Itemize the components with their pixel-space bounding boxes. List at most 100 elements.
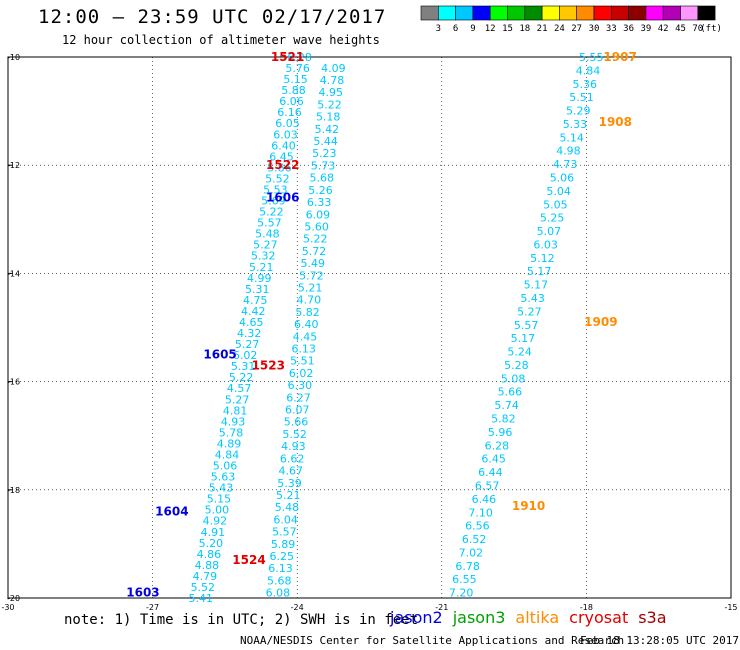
swh-value: 5.22 <box>317 98 342 111</box>
swh-value: 5.57 <box>514 319 539 332</box>
swh-value: 5.23 <box>312 147 337 160</box>
swh-value: 5.43 <box>209 482 234 495</box>
swh-value: 5.48 <box>255 228 280 241</box>
swh-value: 5.22 <box>303 233 328 246</box>
swh-value: 6.44 <box>478 466 503 479</box>
pass-label: 1524 <box>232 553 265 567</box>
swh-value: 5.63 <box>211 471 236 484</box>
swh-value: 5.66 <box>284 416 309 429</box>
swh-value: 4.73 <box>553 158 578 171</box>
swh-value: 6.55 <box>452 573 477 586</box>
swh-value: 5.29 <box>566 105 591 118</box>
swh-value: 5.51 <box>290 355 315 368</box>
swh-value: 6.57 <box>475 479 500 492</box>
swh-value: 4.84 <box>215 448 240 461</box>
chart-subtitle: 12 hour collection of altimeter wave hei… <box>62 33 380 47</box>
track-a: 6.285.765.155.886.066.166.056.036.406.45… <box>189 51 312 605</box>
pass-label: 1521 <box>271 50 304 64</box>
pass-label: 1909 <box>584 315 617 329</box>
swh-value: 7.20 <box>449 587 474 600</box>
swh-value: 5.04 <box>546 185 571 198</box>
swh-value: 6.13 <box>268 562 293 575</box>
swh-value: 4.70 <box>297 294 322 307</box>
swh-value: 5.06 <box>550 172 575 185</box>
swh-value: 5.69 <box>261 195 286 208</box>
swh-value: 6.28 <box>287 51 312 64</box>
swh-value: 4.42 <box>241 305 266 318</box>
swh-value: 5.26 <box>308 184 333 197</box>
colorbar-tick-label: 27 <box>571 24 582 34</box>
swh-value: 6.16 <box>277 106 302 119</box>
colorbar-tick-label: 18 <box>519 24 530 34</box>
swh-value: 5.21 <box>249 261 274 274</box>
credit-line: NOAA/NESDIS Center for Satellite Applica… <box>240 634 625 647</box>
swh-value: 5.96 <box>488 426 513 439</box>
swh-value: 5.27 <box>253 239 278 252</box>
swh-value: 5.21 <box>276 489 301 502</box>
swh-value: 5.00 <box>205 504 230 517</box>
swh-value: 5.15 <box>207 493 232 506</box>
swh-value: 5.31 <box>245 283 270 296</box>
lon-tick-label: -30 <box>1 603 14 612</box>
swh-value: 5.57 <box>272 526 297 539</box>
lon-tick-label: -24 <box>291 603 304 612</box>
pass-label: 1907 <box>603 50 636 64</box>
track-b: 4.094.784.955.225.185.425.445.235.735.68… <box>266 62 346 600</box>
swh-value: 4.88 <box>195 559 220 572</box>
swh-value: 5.52 <box>191 581 216 594</box>
colorbar-tick-label: 3 <box>436 24 441 34</box>
swh-value: 5.49 <box>300 257 325 270</box>
swh-value: 7.02 <box>459 546 484 559</box>
swh-value: 4.32 <box>237 327 262 340</box>
swh-value: 5.20 <box>199 537 224 550</box>
pass-label: 1910 <box>512 499 545 513</box>
colorbar-unit: (ft) <box>700 24 722 34</box>
swh-value: 6.08 <box>266 587 291 600</box>
pass-label: 1908 <box>599 115 632 129</box>
swh-value: 5.57 <box>257 217 282 230</box>
chart-title: 12:00 – 23:59 UTC 02/17/2017 <box>38 6 387 28</box>
swh-value: 5.24 <box>507 346 532 359</box>
track-c: 5.554.845.365.515.295.335.144.984.735.06… <box>449 51 604 600</box>
swh-value: 5.31 <box>231 360 256 373</box>
colorbar-tick-label: 24 <box>554 24 565 34</box>
lon-tick-label: -18 <box>580 603 593 612</box>
swh-value: 4.45 <box>293 330 318 343</box>
swh-value: 5.12 <box>530 252 555 265</box>
swh-value: 6.33 <box>307 196 332 209</box>
swh-value: 5.08 <box>501 372 526 385</box>
swh-value: 5.82 <box>295 306 320 319</box>
swh-value: 6.03 <box>533 238 558 251</box>
swh-value: 5.74 <box>494 399 519 412</box>
swh-value: 5.15 <box>283 73 308 86</box>
swh-value: 5.39 <box>277 477 302 490</box>
swh-value: 5.68 <box>267 574 292 587</box>
swh-value: 5.66 <box>498 386 523 399</box>
swh-value: 6.07 <box>285 404 310 417</box>
swh-value: 5.78 <box>219 426 244 439</box>
swh-value: 5.73 <box>311 159 336 172</box>
swh-value: 5.51 <box>569 91 594 104</box>
swh-value: 5.60 <box>304 220 329 233</box>
lat-tick-label: -10 <box>7 53 20 62</box>
colorbar-tick-label: 6 <box>453 24 458 34</box>
swh-value: 5.52 <box>282 428 307 441</box>
swh-value: 6.06 <box>279 95 304 108</box>
swh-value: 5.25 <box>540 212 565 225</box>
swh-value: 4.79 <box>193 570 218 583</box>
colorbar-tick-label: 21 <box>537 24 548 34</box>
swh-value: 5.72 <box>299 269 324 282</box>
swh-value: 4.92 <box>203 515 228 528</box>
swh-value: 6.02 <box>289 367 314 380</box>
swh-value: 5.48 <box>275 501 300 514</box>
swh-value: 5.27 <box>225 393 250 406</box>
swh-value: 5.89 <box>271 538 296 551</box>
legend-item-jason3: jason3 <box>452 608 506 627</box>
swh-value: 4.09 <box>321 62 346 75</box>
map-frame <box>7 56 732 599</box>
legend-item-jason2: jason2 <box>390 608 443 627</box>
colorbar-tick-label: 36 <box>623 24 634 34</box>
swh-value: 5.17 <box>511 332 536 345</box>
swh-value: 4.67 <box>279 465 304 478</box>
swh-value: 4.99 <box>247 272 272 285</box>
